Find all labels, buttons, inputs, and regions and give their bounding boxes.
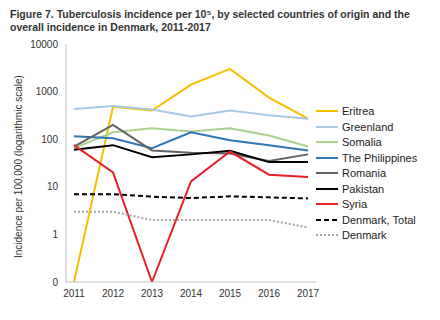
svg-text:10: 10 (47, 181, 59, 192)
svg-text:100: 100 (41, 134, 58, 145)
svg-text:2016: 2016 (258, 288, 281, 299)
html-text:Figure 7. Tuberculosis inciden: Figure 7. Tuberculosis incidence per 10⁵… (10, 8, 410, 33)
svg-text:10000: 10000 (30, 39, 58, 50)
svg-text:1: 1 (52, 229, 58, 240)
svg-text:Incidence per 100,000 (logarit: Incidence per 100,000 (logarithmic scale… (13, 75, 24, 258)
svg-text:2017: 2017 (297, 288, 320, 299)
html-text:Romania: Romania (342, 167, 386, 179)
svg-text:0: 0 (52, 277, 58, 288)
html-text:Denmark: Denmark (342, 229, 387, 241)
svg-text:2013: 2013 (141, 288, 164, 299)
svg-text:1000: 1000 (36, 86, 59, 97)
html-text:The Philippines: The Philippines (342, 151, 418, 164)
svg-text:2011: 2011 (63, 288, 85, 299)
html-text:Eritrea: Eritrea (342, 105, 375, 117)
html-text:Somalia: Somalia (342, 136, 382, 148)
svg-text:2015: 2015 (219, 288, 242, 299)
html-text:Denmark, Total: Denmark, Total (342, 213, 416, 226)
svg-text:2012: 2012 (102, 288, 125, 299)
html-text:Syria: Syria (342, 198, 368, 210)
html-text:Pakistan: Pakistan (342, 182, 385, 195)
html-text:Greenland: Greenland (342, 120, 394, 133)
svg-text:2014: 2014 (180, 288, 203, 299)
